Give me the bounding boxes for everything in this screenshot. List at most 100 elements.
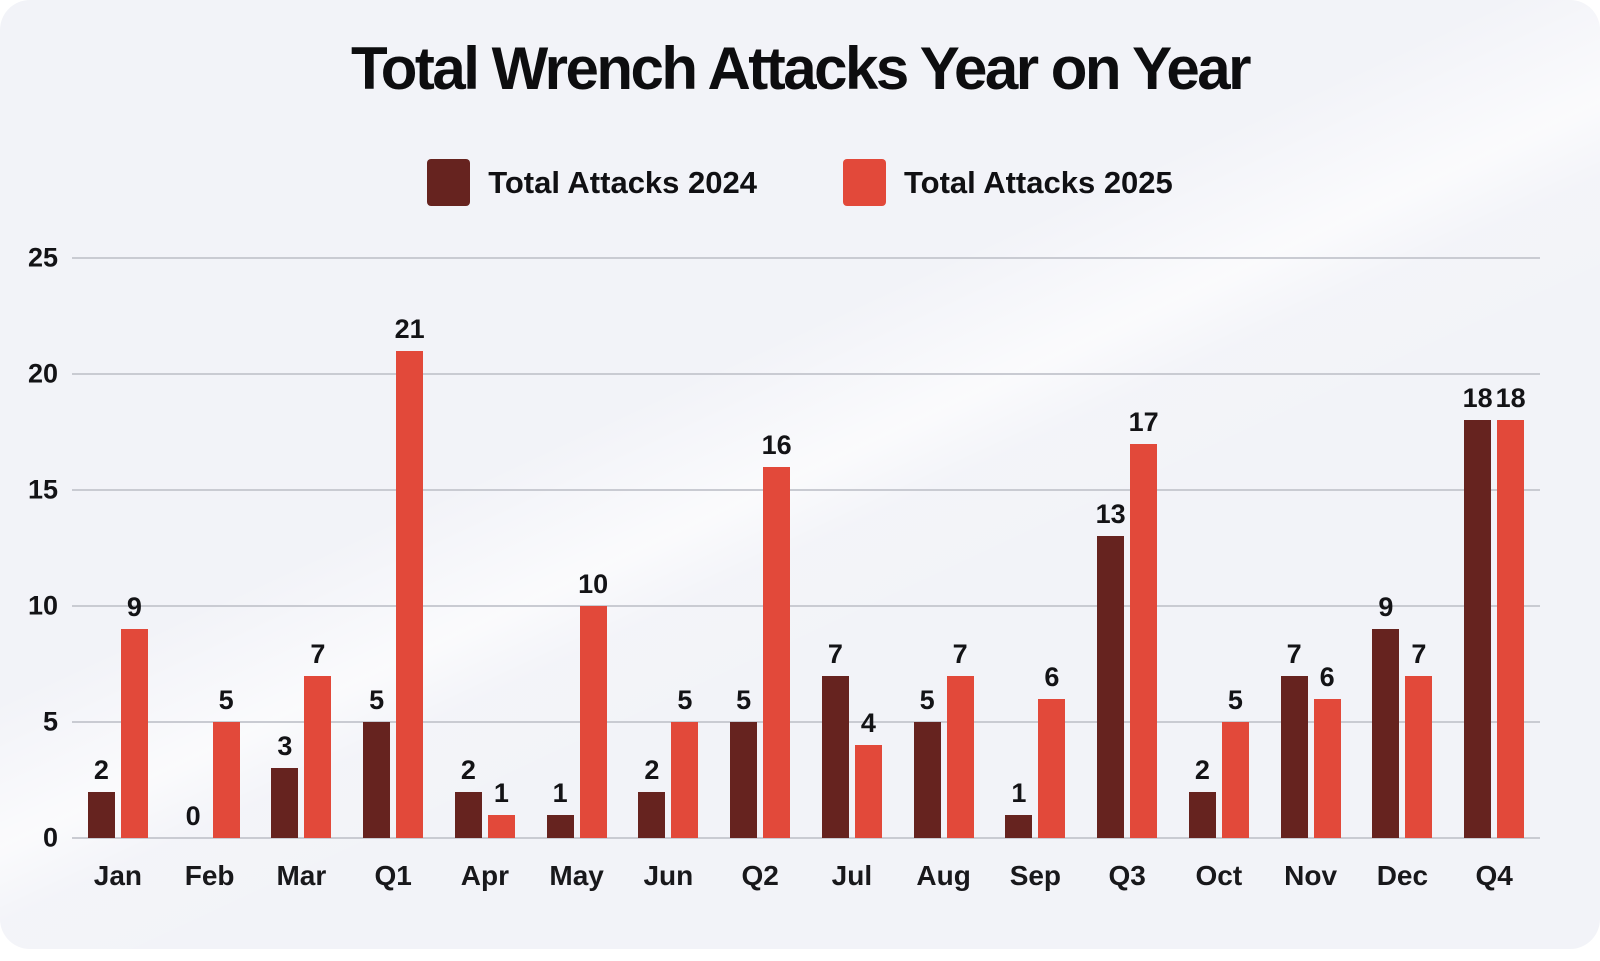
- bar-col: 9: [1372, 258, 1400, 838]
- bar-col: 7: [946, 258, 974, 838]
- y-tick-label-20: 20: [27, 358, 58, 389]
- bar-jun-2024: [638, 791, 666, 838]
- y-axis: 0 5 10 15 20 25: [0, 243, 72, 853]
- bar-col: 5: [913, 258, 941, 838]
- bar-nov-2024: [1280, 675, 1308, 838]
- x-category-label-q3: Q3: [1108, 860, 1146, 891]
- bar-value-label: 2: [1194, 754, 1210, 785]
- x-category-label-feb: Feb: [184, 860, 235, 891]
- bar-group-q1: 5 21: [347, 258, 439, 838]
- legend-swatch-2024-icon: [427, 159, 471, 206]
- bar-value-label: 6: [1044, 661, 1060, 692]
- gridline-0: [72, 837, 1540, 839]
- bar-col: 7: [304, 258, 332, 838]
- bar-value-label: 18: [1495, 383, 1526, 414]
- bar-q2-2024: [730, 722, 758, 838]
- bar-value-label: 10: [578, 569, 609, 599]
- bar-dec-2025: [1405, 675, 1433, 838]
- bar-jan-2025: [120, 629, 148, 838]
- bar-may-2024: [546, 814, 574, 838]
- plot-area: 2 9 0 5 3 7 5 21 2 1 1 10 2 5 5 16 7 4 5 7 1 6 13 17 2 5 7 6 9 7 18 18: [72, 257, 1540, 839]
- bar-col: 13: [1095, 258, 1126, 838]
- bar-col: 7: [1280, 258, 1308, 838]
- bar-value-label: 2: [93, 754, 109, 785]
- x-category-label-sep: Sep: [1009, 860, 1062, 891]
- bar-value-label: 16: [761, 429, 792, 460]
- bar-dec-2024: [1372, 629, 1400, 838]
- bar-col: 3: [271, 258, 299, 838]
- bar-value-label: 4: [860, 708, 876, 739]
- bar-apr-2024: [454, 791, 482, 838]
- x-category-label-jan: Jan: [93, 860, 142, 891]
- x-category-label-q4: Q4: [1475, 860, 1513, 891]
- bar-col: 2: [87, 258, 115, 838]
- bar-value-label: 7: [310, 638, 326, 669]
- x-category-label-aug: Aug: [916, 860, 971, 891]
- x-category-label-may: May: [549, 860, 604, 891]
- bar-value-label: 17: [1128, 406, 1159, 437]
- bar-q1-2025: [396, 350, 424, 838]
- bar-value-label: 1: [493, 777, 509, 808]
- bar-value-label: 1: [1011, 777, 1027, 808]
- bar-apr-2025: [487, 814, 515, 838]
- bar-value-label: 6: [1319, 661, 1335, 692]
- x-category-label-jun: Jun: [643, 860, 694, 891]
- bar-value-label: 9: [1378, 592, 1394, 623]
- bar-col: 5: [1221, 258, 1249, 838]
- bar-value-label: 0: [185, 801, 201, 831]
- bar-value-label: 7: [1411, 638, 1427, 669]
- bar-value-label: 5: [218, 685, 234, 715]
- x-category-label-q1: Q1: [374, 860, 412, 891]
- gridline-20: [72, 373, 1540, 375]
- legend: Total Attacks 2024 Total Attacks 2025: [0, 159, 1600, 206]
- bar-nov-2025: [1313, 698, 1341, 838]
- bar-value-label: 13: [1095, 499, 1126, 530]
- bar-chart: 0 5 10 15 20 25 2 9 0 5 3 7 5 21 2 1 1 10 2 5 5 16 7 4 5 7 1 6 13 17…: [0, 243, 1540, 892]
- bar-col: 1: [487, 258, 515, 838]
- bar-col: 2: [638, 258, 666, 838]
- bar-value-label: 7: [827, 638, 843, 669]
- bar-col: 5: [671, 258, 699, 838]
- bar-value-label: 5: [369, 685, 385, 715]
- x-category-label-dec: Dec: [1376, 860, 1429, 891]
- bar-value-label: 3: [277, 731, 293, 762]
- x-category-label-apr: Apr: [460, 860, 509, 891]
- bar-value-label: 9: [126, 592, 142, 623]
- bar-value-label: 1: [552, 777, 568, 808]
- legend-label-2024: Total Attacks 2024: [488, 164, 757, 200]
- bar-col: 2: [1188, 258, 1216, 838]
- legend-item-2025: Total Attacks 2025: [843, 159, 1173, 206]
- x-category-label-q2: Q2: [741, 860, 779, 891]
- chart-title: Total Wrench Attacks Year on Year: [351, 35, 1251, 102]
- x-category-label-jul: Jul: [831, 860, 873, 891]
- gridline-10: [72, 605, 1540, 607]
- bar-value-label: 5: [677, 685, 693, 715]
- bar-q2-2025: [763, 466, 791, 838]
- bar-sep-2025: [1038, 698, 1066, 838]
- bar-group-q4: 18 18: [1448, 258, 1540, 838]
- bar-value-label: 7: [1286, 638, 1302, 669]
- bar-col: 0: [180, 258, 207, 838]
- bar-group-q3: 13 17: [1081, 258, 1173, 838]
- bar-value-label: 21: [394, 313, 425, 344]
- gridline-25: [72, 257, 1540, 259]
- bar-col: 7: [821, 258, 849, 838]
- bar-mar-2024: [271, 768, 299, 838]
- bar-col: 5: [730, 258, 758, 838]
- bar-col: 2: [454, 258, 482, 838]
- bar-mar-2025: [304, 675, 332, 838]
- bar-group-q2: 5 16: [714, 258, 806, 838]
- x-category-label-mar: Mar: [276, 860, 327, 891]
- bar-col: 5: [212, 258, 240, 838]
- bar-groups: 2 9 0 5 3 7 5 21 2 1 1 10 2 5 5 16 7 4 5 7 1 6 13 17 2 5 7 6 9 7 18 18: [72, 258, 1540, 838]
- bar-col: 6: [1313, 258, 1341, 838]
- bar-group-may: 1 10: [531, 258, 623, 838]
- bar-col: 17: [1128, 258, 1159, 838]
- legend-item-2024: Total Attacks 2024: [427, 159, 757, 206]
- bar-col: 10: [578, 258, 609, 838]
